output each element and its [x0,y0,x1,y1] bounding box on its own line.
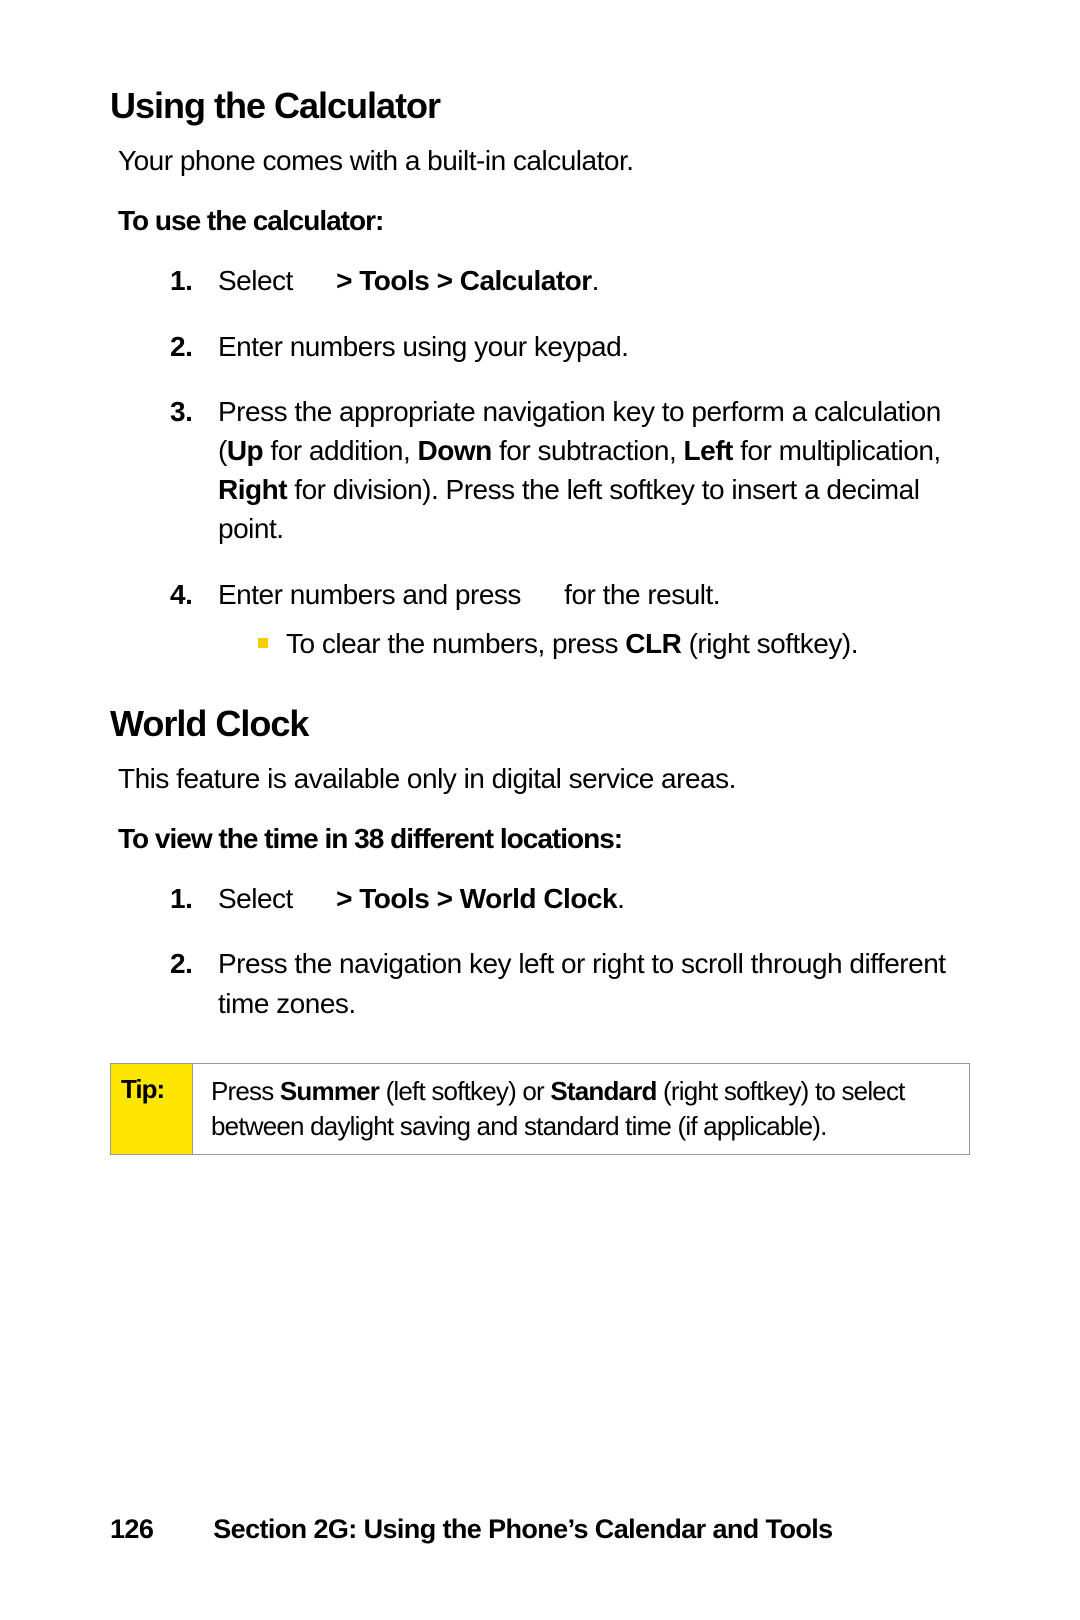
tip-body: Press Summer (left softkey) or Standard … [193,1064,969,1154]
step-number: 4. [170,575,192,614]
step-number: 1. [170,261,192,300]
step-number: 3. [170,392,192,431]
step-text: . [592,265,599,296]
list-item: To clear the numbers, press CLR (right s… [258,624,970,663]
sub-list: To clear the numbers, press CLR (right s… [258,624,970,663]
list-item: 3. Press the appropriate navigation key … [170,392,970,549]
calc-heading: Using the Calculator [110,85,970,127]
step-number: 2. [170,944,192,983]
step-text: for addition, [263,435,417,466]
step-bold: > Tools > World Clock [336,883,617,914]
manual-page: Using the Calculator Your phone comes wi… [0,0,1080,1620]
tip-label: Tip: [111,1064,193,1154]
step-text: Enter numbers using your keypad. [218,331,628,362]
page-footer: 126 Section 2G: Using the Phone’s Calend… [110,1514,970,1545]
calc-subheading: To use the calculator: [118,205,970,237]
step-text: Enter numbers and press [218,579,521,610]
list-item: 2. Press the navigation key left or righ… [170,944,970,1022]
world-heading: World Clock [110,703,970,745]
tip-text: (left softkey) or [379,1076,550,1106]
world-subheading: To view the time in 38 different locatio… [118,823,970,855]
sub-text: (right softkey). [681,628,858,659]
step-text: for multiplication, [733,435,941,466]
step-text: . [617,883,624,914]
step-number: 1. [170,879,192,918]
step-text: for division). Press the left softkey to… [218,474,919,544]
page-number: 126 [110,1514,153,1545]
list-item: 2. Enter numbers using your keypad. [170,327,970,366]
tip-box: Tip: Press Summer (left softkey) or Stan… [110,1063,970,1155]
step-text: for subtraction, [492,435,684,466]
step-text: Select [218,265,293,296]
step-text: Select [218,883,293,914]
key-standard: Standard [550,1076,656,1106]
calc-intro: Your phone comes with a built-in calcula… [118,143,970,179]
step-text: for the result. [564,579,720,610]
section-label: Section 2G: Using the Phone’s Calendar a… [213,1514,832,1545]
world-steps: 1. Select > Tools > World Clock. 2. Pres… [170,879,970,1023]
key-down: Down [418,435,492,466]
sub-text: To clear the numbers, press [286,628,625,659]
list-item: 1. Select > Tools > Calculator. [170,261,970,300]
list-item: 1. Select > Tools > World Clock. [170,879,970,918]
step-text: Press the navigation key left or right t… [218,948,946,1018]
key-left: Left [684,435,733,466]
key-right: Right [218,474,287,505]
tip-text: Press [211,1076,280,1106]
calc-steps: 1. Select > Tools > Calculator. 2. Enter… [170,261,970,663]
step-bold: > Tools > Calculator [336,265,592,296]
world-intro: This feature is available only in digita… [118,761,970,797]
key-summer: Summer [280,1076,379,1106]
list-item: 4. Enter numbers and press for the resul… [170,575,970,663]
key-clr: CLR [625,628,681,659]
key-up: Up [227,435,263,466]
step-number: 2. [170,327,192,366]
